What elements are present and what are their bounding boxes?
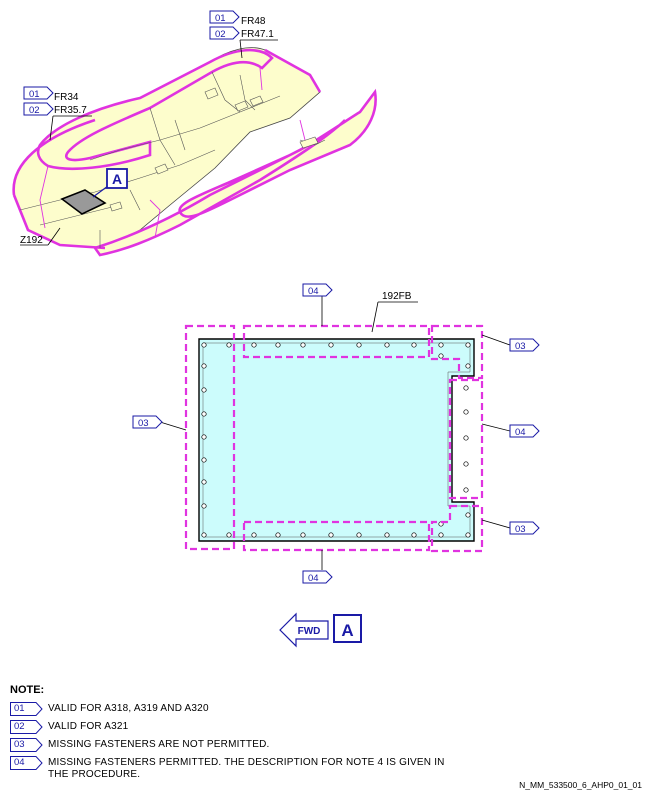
svg-text:04: 04 xyxy=(308,573,319,584)
note-item-02: 02 VALID FOR A321 xyxy=(10,720,470,734)
svg-text:FR47.1: FR47.1 xyxy=(241,29,274,40)
note-tag-01: 01 xyxy=(10,702,44,716)
svg-text:04: 04 xyxy=(308,286,319,297)
structure-channel-left xyxy=(36,48,274,170)
svg-text:02: 02 xyxy=(29,105,40,116)
zone-bottom xyxy=(242,520,431,552)
zone-tag-bottom-right: 03 xyxy=(509,521,540,535)
svg-text:A: A xyxy=(341,621,353,640)
view-a-marker-top[interactable]: A xyxy=(106,168,128,189)
svg-text:01: 01 xyxy=(29,89,40,100)
zone-tag-top: 04 xyxy=(302,283,333,297)
panel-192fb[interactable] xyxy=(198,338,475,542)
svg-text:03: 03 xyxy=(515,524,526,535)
structure-frame-lines xyxy=(39,67,306,239)
svg-text:02: 02 xyxy=(215,29,226,40)
svg-text:04: 04 xyxy=(515,427,526,438)
zone-leaders xyxy=(159,296,511,570)
panel-label: 192FB xyxy=(382,291,412,302)
zone-tag-right: 04 xyxy=(509,424,540,438)
structure-fittings xyxy=(109,87,319,212)
panel-fasteners xyxy=(201,342,471,538)
svg-text:A: A xyxy=(112,171,122,187)
zone-label: Z192 xyxy=(20,235,43,246)
zone-tag-left: 03 xyxy=(132,415,163,429)
callout-aft-frames: 01 FR48 02 FR47.1 xyxy=(209,10,278,59)
note-text-01: VALID FOR A318, A319 AND A320 xyxy=(48,703,209,714)
note-text-03: MISSING FASTENERS ARE NOT PERMITTED. xyxy=(48,739,270,750)
svg-text:03: 03 xyxy=(138,418,149,429)
zone-right xyxy=(448,378,484,500)
note-item-03: 03 MISSING FASTENERS ARE NOT PERMITTED. xyxy=(10,738,470,752)
zone-left xyxy=(184,324,236,551)
fuselage-structure-view: A Z192 01 FR48 02 FR47.1 01 FR34 02 FR35… xyxy=(12,10,377,257)
detail-view-a: 192FB 04 03 03 04 03 04 FWD xyxy=(132,283,540,648)
zone-tag-top-right: 03 xyxy=(509,338,540,352)
fastener-zones xyxy=(184,324,484,553)
access-panel-192fb[interactable] xyxy=(60,189,107,215)
view-a-marker-detail: A xyxy=(333,614,362,643)
note-item-01: 01 VALID FOR A318, A319 AND A320 xyxy=(10,702,470,716)
note-text-02: VALID FOR A321 xyxy=(48,721,129,732)
svg-text:FR48: FR48 xyxy=(241,16,266,27)
svg-text:01: 01 xyxy=(215,13,226,24)
svg-text:FWD: FWD xyxy=(298,626,321,637)
notes-section: NOTE: 01 VALID FOR A318, A319 AND A320 0… xyxy=(10,684,470,785)
note-text-04: MISSING FASTENERS PERMITTED. THE DESCRIP… xyxy=(48,757,445,780)
svg-text:FR34: FR34 xyxy=(54,92,79,103)
zone-tag-bottom: 04 xyxy=(302,570,333,584)
fwd-arrow: FWD xyxy=(279,612,329,648)
document-reference: N_MM_533500_6_AHP0_01_01 xyxy=(519,780,642,790)
note-tag-04: 04 xyxy=(10,756,44,770)
callout-fwd-frames: 01 FR34 02 FR35.7 xyxy=(23,86,92,141)
zone-top-right xyxy=(430,324,484,380)
view-a-leader xyxy=(92,185,109,198)
zone-bottom-right xyxy=(430,504,484,553)
note-tag-03: 03 xyxy=(10,738,44,752)
panel-inner-edge xyxy=(202,342,471,538)
svg-text:FR35.7: FR35.7 xyxy=(54,105,87,116)
svg-text:03: 03 xyxy=(515,341,526,352)
note-tag-02: 02 xyxy=(10,720,44,734)
note-item-04: 04 MISSING FASTENERS PERMITTED. THE DESC… xyxy=(10,756,470,781)
structure-outline xyxy=(12,48,322,250)
zone-top xyxy=(242,324,431,359)
notes-heading: NOTE: xyxy=(10,684,45,696)
